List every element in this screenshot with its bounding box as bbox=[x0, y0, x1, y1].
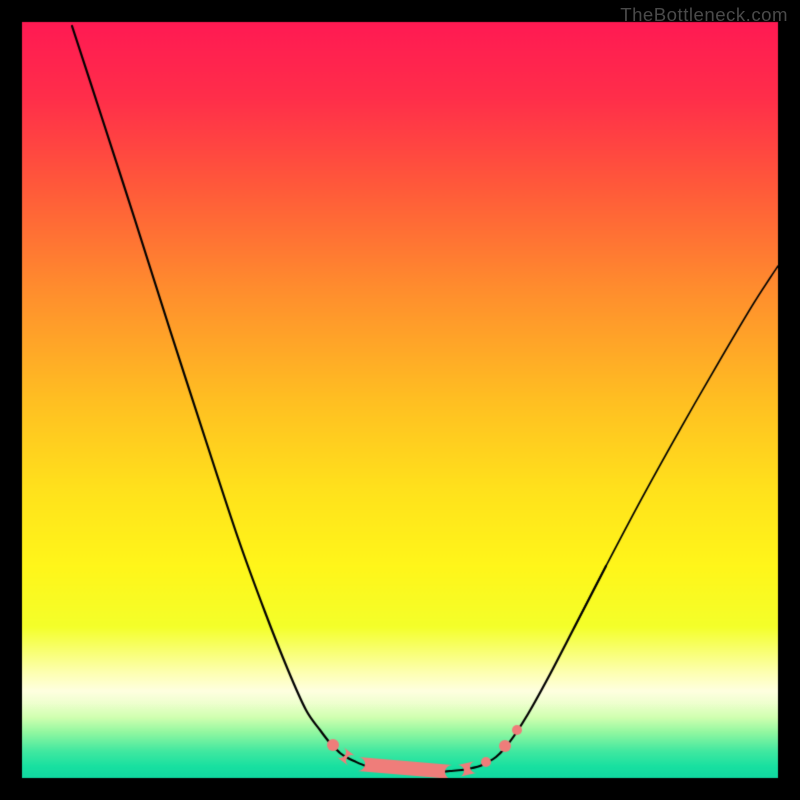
bottleneck-curve-chart bbox=[0, 0, 800, 800]
chart-container: TheBottleneck.com bbox=[0, 0, 800, 800]
